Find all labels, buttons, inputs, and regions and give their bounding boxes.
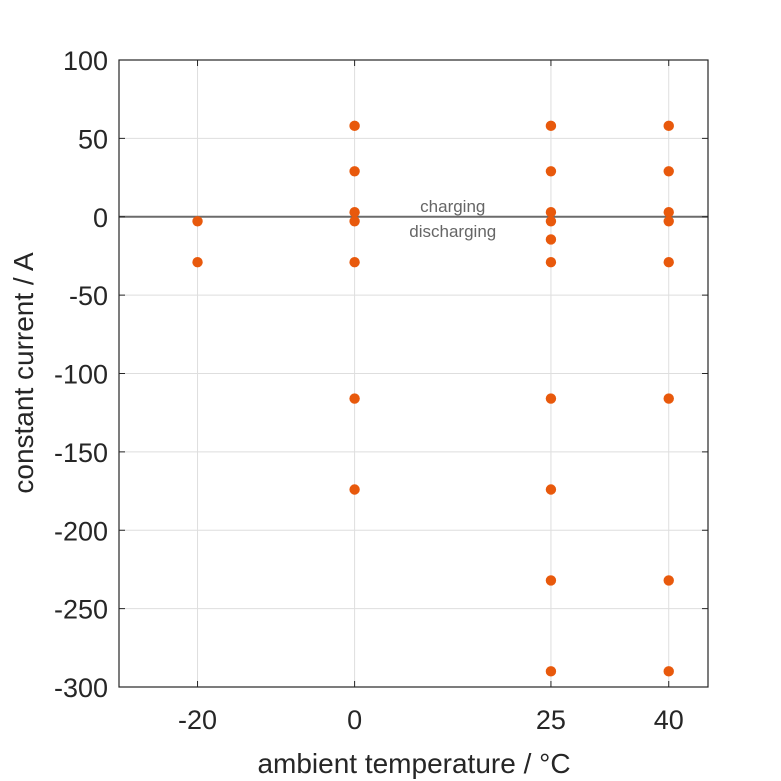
x-tick-label: 40 [654, 705, 684, 735]
data-point [349, 393, 360, 404]
x-tick-label: -20 [178, 705, 217, 735]
data-point [349, 166, 360, 177]
data-point [545, 207, 557, 218]
y-tick-label: -50 [69, 281, 108, 311]
data-point [663, 207, 674, 218]
data-point [545, 575, 557, 586]
data-point [545, 484, 557, 495]
data-point [545, 257, 557, 268]
y-tick-label: -100 [54, 360, 108, 390]
data-point [192, 216, 203, 227]
data-point [663, 166, 674, 177]
x-axis-title: ambient temperature / °C [257, 748, 570, 779]
data-point [192, 257, 203, 268]
data-point [663, 120, 674, 132]
annotations: charging discharging [409, 197, 496, 241]
grid-lines [119, 59, 708, 688]
x-tick-labels: -20 0 25 40 [178, 705, 684, 735]
data-point [663, 216, 674, 227]
y-tick-label: -150 [54, 438, 108, 468]
y-tick-label: -200 [54, 516, 108, 546]
annotation-label: charging [420, 197, 485, 216]
data-point [663, 666, 674, 677]
tick-marks [119, 59, 708, 688]
data-point [545, 393, 557, 404]
data-point [349, 257, 360, 268]
x-tick-label: 0 [347, 705, 362, 735]
data-point [545, 166, 557, 177]
y-tick-label: 0 [93, 203, 108, 233]
y-tick-label: 50 [78, 124, 108, 154]
annotation-label: discharging [409, 222, 496, 241]
y-tick-label: 100 [63, 46, 108, 76]
data-point [545, 216, 557, 227]
y-tick-labels: 100 50 0 -50 -100 -150 -200 -250 -300 [54, 46, 108, 703]
data-point [545, 666, 557, 677]
data-point [349, 207, 360, 218]
data-point [663, 575, 674, 586]
data-point [349, 120, 360, 132]
data-point [545, 234, 557, 245]
data-point [349, 484, 360, 495]
data-point [663, 257, 674, 268]
y-axis-title: constant current / A [8, 252, 39, 494]
data-point [545, 120, 557, 132]
data-points [192, 120, 674, 677]
y-tick-label: -300 [54, 673, 108, 703]
x-tick-label: 25 [536, 705, 566, 735]
y-tick-label: -250 [54, 595, 108, 625]
data-point [349, 216, 360, 227]
data-point [663, 393, 674, 404]
